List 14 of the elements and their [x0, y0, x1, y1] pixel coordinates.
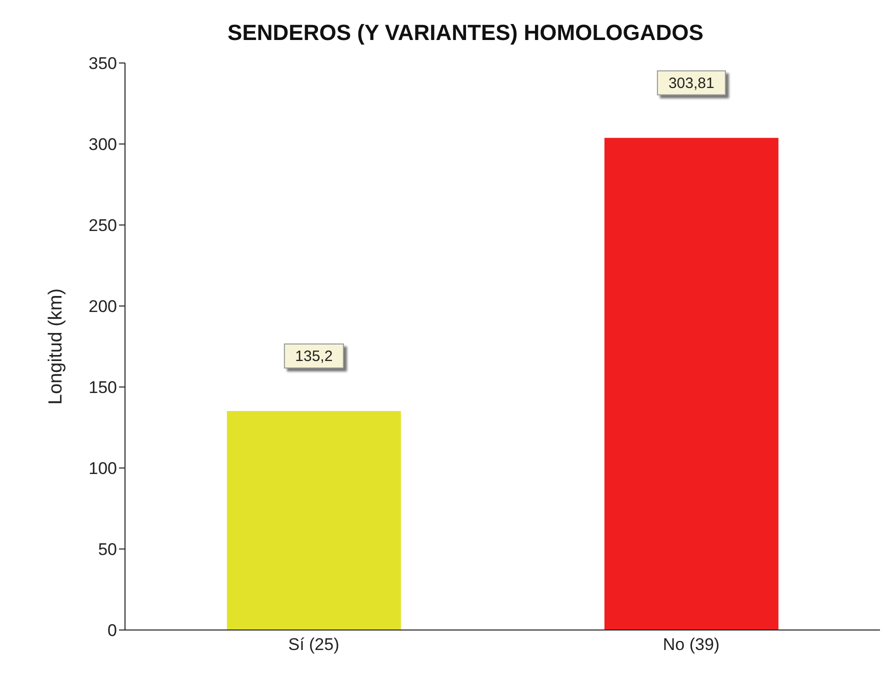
data-label: 303,81 [668, 74, 714, 92]
chart-title: SENDEROS (Y VARIANTES) HOMOLOGADOS [226, 20, 704, 46]
y-tick-label: 300 [88, 135, 117, 154]
x-tick-label: No (39) [662, 635, 720, 654]
y-tick-label: 50 [98, 540, 117, 560]
y-tick-label: 0 [108, 621, 117, 640]
y-tick-label: 200 [88, 297, 117, 316]
data-label: 135,2 [295, 348, 333, 365]
y-tick-label: 350 [88, 54, 117, 74]
y-tick-label: 250 [88, 216, 117, 236]
y-axis-title: Longitud (km) [46, 288, 67, 405]
y-tick-label: 100 [88, 459, 117, 478]
y-tick-label: 150 [88, 378, 117, 398]
x-tick-label: Sí (25) [288, 635, 340, 654]
